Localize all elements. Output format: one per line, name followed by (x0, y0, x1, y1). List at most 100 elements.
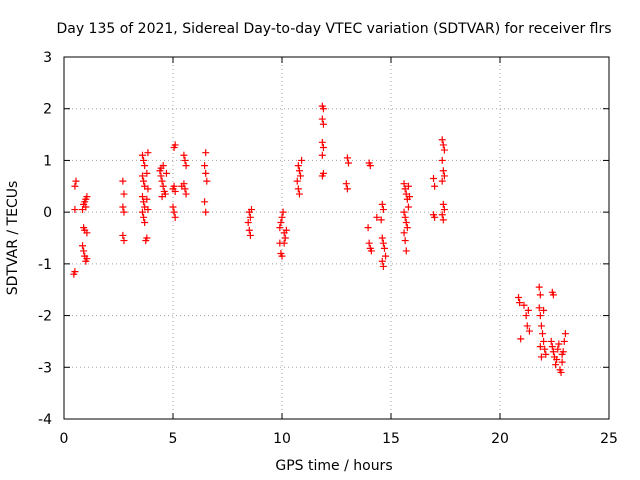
data-point (120, 190, 128, 198)
data-point (373, 213, 381, 221)
data-point (403, 224, 411, 232)
data-point (318, 151, 326, 159)
data-point (72, 177, 80, 185)
x-tick-label: 5 (169, 431, 178, 447)
data-point (555, 340, 563, 348)
data-point (367, 247, 375, 255)
data-point (540, 306, 548, 314)
data-point (245, 208, 253, 216)
data-point (140, 177, 148, 185)
data-point (525, 327, 533, 335)
data-point (400, 208, 408, 216)
data-point (80, 247, 88, 255)
x-tick-label: 0 (60, 431, 69, 447)
data-point (439, 141, 447, 149)
data-point (119, 203, 127, 211)
data-point (365, 239, 373, 247)
data-point (402, 218, 410, 226)
data-point (439, 167, 447, 175)
data-point (344, 159, 352, 167)
data-point (319, 105, 327, 113)
data-point (515, 293, 523, 301)
data-point (553, 356, 561, 364)
data-point (537, 322, 545, 330)
data-point (143, 195, 151, 203)
data-point (119, 231, 127, 239)
data-point (549, 348, 557, 356)
data-point (244, 218, 252, 226)
data-point (201, 198, 209, 206)
data-point (79, 242, 87, 250)
data-point (281, 234, 289, 242)
data-point (378, 257, 386, 265)
data-point (343, 185, 351, 193)
data-point (438, 177, 446, 185)
data-point (144, 185, 152, 193)
plot-frame (63, 56, 610, 420)
data-point (536, 343, 544, 351)
data-point (280, 239, 288, 247)
y-tick-label: -2 (38, 309, 52, 325)
data-point (539, 330, 547, 338)
data-point (276, 224, 284, 232)
x-axis-label: GPS time / hours (275, 458, 392, 474)
data-point (378, 234, 386, 242)
data-point (401, 237, 409, 245)
chart-title: Day 135 of 2021, Sidereal Day-to-day VTE… (56, 21, 611, 37)
data-point (440, 146, 448, 154)
data-point (558, 358, 566, 366)
data-point (140, 156, 148, 164)
data-point (560, 337, 568, 345)
data-point (246, 213, 254, 221)
data-point (144, 149, 152, 157)
data-point (119, 177, 127, 185)
data-point (71, 182, 79, 190)
data-point (438, 136, 446, 144)
data-point (170, 182, 178, 190)
y-axis-label: SDTVAR / TECUs (5, 181, 21, 296)
data-point (406, 193, 414, 201)
data-point (278, 213, 286, 221)
data-point (278, 252, 286, 260)
y-tick-label: 3 (43, 50, 52, 66)
data-point (431, 213, 439, 221)
data-point (438, 211, 446, 219)
data-point (400, 229, 408, 237)
data-point (294, 162, 302, 170)
data-point (180, 151, 188, 159)
y-tick-label: -1 (38, 257, 52, 273)
data-point (547, 337, 555, 345)
data-point (523, 322, 531, 330)
data-point (138, 193, 146, 201)
data-point (542, 350, 550, 358)
data-point (182, 162, 190, 170)
data-point (162, 169, 170, 177)
data-point (439, 216, 447, 224)
data-point (83, 229, 91, 237)
data-point (438, 156, 446, 164)
data-point (558, 350, 566, 358)
data-point (246, 231, 254, 239)
data-point (138, 151, 146, 159)
data-point (181, 156, 189, 164)
y-tick-label: 1 (43, 153, 52, 169)
data-point (169, 203, 177, 211)
x-tick-label: 10 (273, 431, 291, 447)
data-point (294, 185, 302, 193)
y-tick-label: 2 (43, 102, 52, 118)
data-point (178, 182, 186, 190)
data-point (157, 172, 165, 180)
data-point (552, 361, 560, 369)
y-tick-label: 0 (43, 205, 52, 221)
data-point (158, 177, 166, 185)
data-point (141, 218, 149, 226)
data-point (120, 237, 128, 245)
data-point (245, 226, 253, 234)
data-point (548, 343, 556, 351)
data-point (377, 216, 385, 224)
data-point (379, 206, 387, 214)
data-point (540, 337, 548, 345)
data-point (549, 291, 557, 299)
data-point (120, 208, 128, 216)
